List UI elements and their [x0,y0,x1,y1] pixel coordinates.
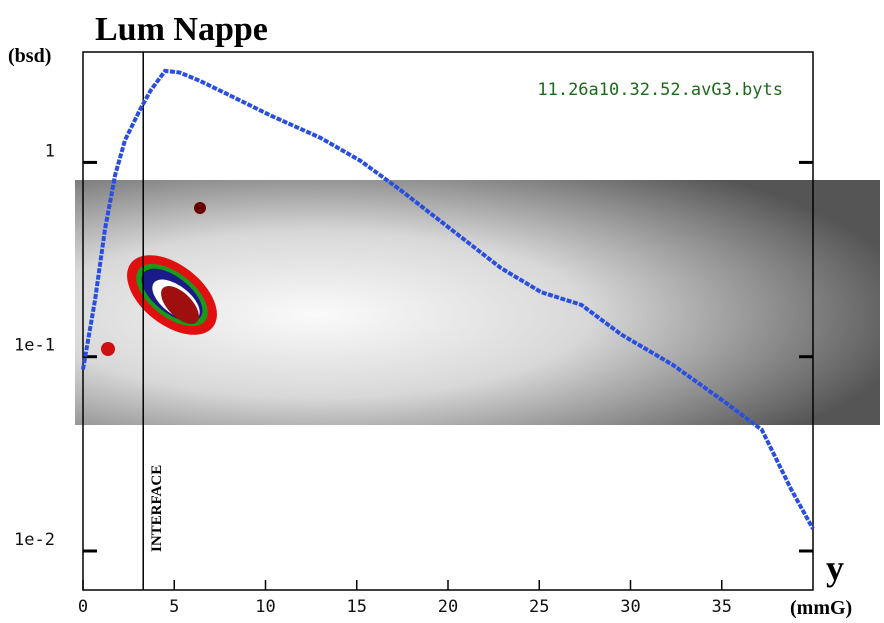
y-tick-label: 1e-2 [14,530,55,550]
y-axis-label: (bsd) [8,45,51,67]
x-axis-label: y [826,548,844,588]
chart-title: Lum Nappe [95,11,268,48]
x-tick-label: 20 [438,597,458,617]
x-tick-label: 25 [529,597,549,617]
x-tick-label: 0 [78,597,88,617]
x-tick-label: 30 [620,597,640,617]
x-tick-label: 35 [712,597,732,617]
y-tick-label: 1 [45,141,55,161]
blob [101,202,217,356]
x-tick-label: 10 [255,597,275,617]
x-axis-unit: (mmG) [790,597,852,619]
y-tick-label: 1e-1 [14,336,55,356]
interface-label: INTERFACE [149,465,165,552]
x-tick-label: 15 [347,597,367,617]
line [81,68,815,530]
x-tick-label: 5 [169,597,179,617]
file-annotation: 11.26a10.32.52.avG3.byts [537,80,783,100]
